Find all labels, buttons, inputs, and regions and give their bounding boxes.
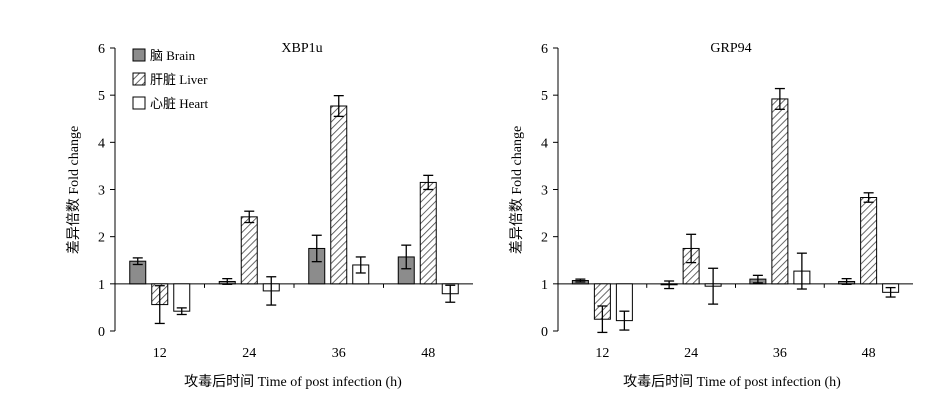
legend-swatch-brain — [132, 48, 146, 62]
y-tick-label: 5 — [98, 89, 105, 104]
y-tick-label: 4 — [541, 136, 548, 151]
x-axis-label: 攻毒后时间 Time of post infection (h) — [623, 374, 841, 390]
legend-label-brain: 脑 Brain — [150, 48, 196, 63]
x-axis-label: 攻毒后时间 Time of post infection (h) — [184, 374, 402, 390]
chart-grp94: GRP94 差异倍数 Fold change 攻毒后时间 Time of pos… — [509, 41, 913, 390]
x-tick-label: 12 — [595, 346, 609, 361]
bar-liver — [240, 216, 258, 285]
x-tick-label: 48 — [421, 346, 435, 361]
bar-liver — [860, 197, 878, 285]
legend-item-brain: 脑 Brain — [132, 48, 196, 63]
y-tick-label: 4 — [98, 136, 105, 151]
y-tick-label: 2 — [98, 231, 105, 246]
y-tick-label: 0 — [98, 325, 105, 340]
y-tick-label: 3 — [541, 184, 548, 199]
x-tick-label: 36 — [332, 346, 346, 361]
chart-title: GRP94 — [710, 41, 751, 56]
y-tick-label: 1 — [541, 278, 548, 293]
y-tick-label: 6 — [541, 42, 548, 57]
y-tick-label: 0 — [541, 325, 548, 340]
y-tick-label: 5 — [541, 89, 548, 104]
y-tick-label: 3 — [98, 184, 105, 199]
bar-liver — [771, 98, 789, 285]
y-axis-label: 差异倍数 Fold change — [66, 126, 82, 254]
chart-xbp1u: XBP1u 差异倍数 Fold change 攻毒后时间 Time of pos… — [66, 41, 473, 390]
x-tick-label: 36 — [773, 346, 787, 361]
bar-liver — [419, 181, 437, 285]
x-tick-label: 24 — [684, 346, 698, 361]
legend-item-heart: 心脏 Heart — [132, 96, 209, 111]
x-tick-label: 48 — [862, 346, 876, 361]
legend: 脑 Brain 肝脏 Liver 心脏 Heart — [132, 48, 209, 111]
bar-liver — [330, 105, 348, 285]
legend-swatch-liver — [132, 72, 146, 86]
y-tick-label: 2 — [541, 231, 548, 246]
chart-title: XBP1u — [281, 41, 322, 56]
x-tick-label: 24 — [242, 346, 256, 361]
y-axis-label: 差异倍数 Fold change — [509, 126, 525, 254]
y-tick-label: 1 — [98, 278, 105, 293]
legend-item-liver: 肝脏 Liver — [132, 72, 208, 87]
legend-label-heart: 心脏 Heart — [150, 96, 209, 111]
legend-label-liver: 肝脏 Liver — [150, 72, 208, 87]
bar-heart — [173, 283, 191, 312]
x-tick-label: 12 — [153, 346, 167, 361]
legend-swatch-heart — [132, 96, 146, 110]
y-tick-label: 6 — [98, 42, 105, 57]
